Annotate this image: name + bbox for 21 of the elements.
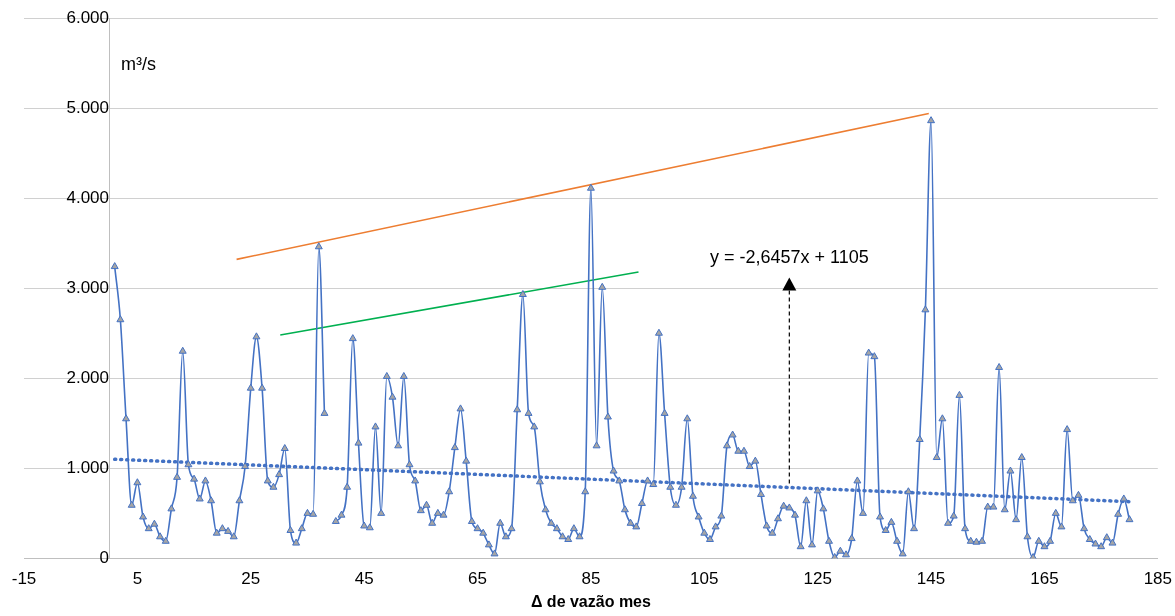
y-tick-label: 4.000 [66,187,110,207]
y-axis-title: m³/s [121,54,157,74]
y-tick-label: 0 [99,548,110,568]
x-axis-title: Δ de vazão mes [530,592,652,610]
x-tick-label: 105 [690,569,719,589]
y-tick-label: 2.000 [66,367,110,387]
x-tick-label: 45 [354,569,374,589]
annotation: y = -2,6457x + 1105 [709,247,869,268]
y-tick-label: 5.000 [66,97,110,117]
x-tick-label: 85 [581,569,601,589]
x-tick-label: 65 [468,569,487,589]
y-tick-label: 6.000 [66,7,110,27]
y-tick-label: 3.000 [66,277,110,297]
x-tick-label: 145 [916,569,946,589]
x-tick-label: 25 [241,569,261,589]
x-tick-label: 165 [1030,569,1059,589]
x-tick-label: 125 [803,569,832,589]
x-tick-label: 5 [132,569,143,589]
x-tick-label: -15 [11,569,37,589]
x-tick-label: 185 [1143,569,1173,589]
y-tick-label: 1.000 [66,458,110,478]
